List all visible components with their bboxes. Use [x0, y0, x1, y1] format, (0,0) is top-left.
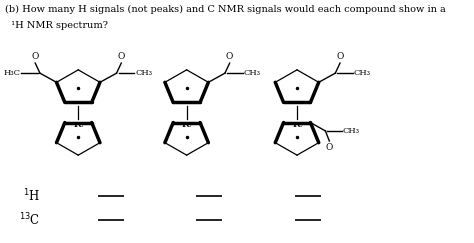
- Text: O: O: [32, 52, 39, 61]
- Text: Fe: Fe: [182, 121, 192, 129]
- Text: ¹H NMR spectrum?: ¹H NMR spectrum?: [5, 21, 109, 30]
- Text: $^{13}$C: $^{13}$C: [19, 212, 40, 228]
- Text: Fe: Fe: [73, 121, 84, 129]
- Text: H₃C: H₃C: [3, 69, 20, 77]
- Text: O: O: [326, 143, 333, 152]
- Text: O: O: [226, 52, 233, 61]
- Text: O: O: [337, 52, 344, 61]
- Text: Fe: Fe: [292, 121, 303, 129]
- Text: O: O: [118, 52, 125, 61]
- Text: (b) How many H signals (not peaks) and C NMR signals would each compound show in: (b) How many H signals (not peaks) and C…: [5, 5, 446, 14]
- Text: CH₃: CH₃: [354, 69, 371, 77]
- Text: CH₃: CH₃: [343, 127, 360, 135]
- Text: CH₃: CH₃: [135, 69, 152, 77]
- Text: CH₃: CH₃: [244, 69, 260, 77]
- Text: $^1$H: $^1$H: [23, 188, 40, 204]
